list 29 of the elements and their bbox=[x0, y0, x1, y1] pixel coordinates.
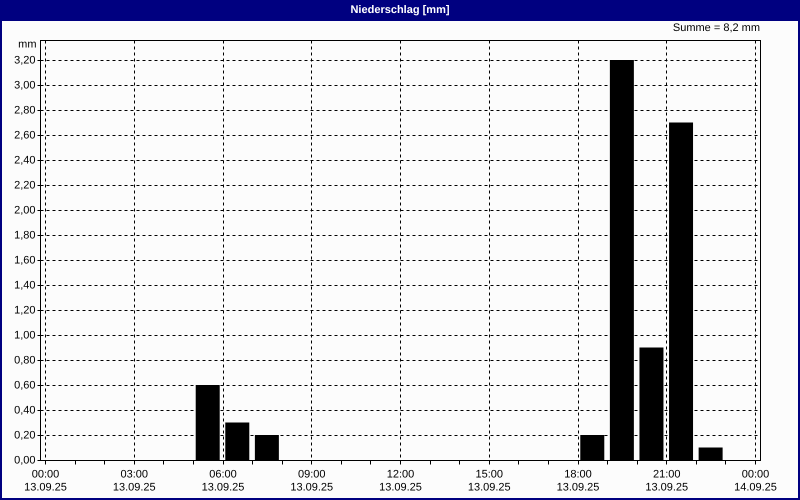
y-tick-label: 1,20 bbox=[14, 304, 36, 316]
x-tick-label: 00:00 13.09.25 bbox=[24, 468, 67, 494]
x-tick-label: 06:00 13.09.25 bbox=[202, 468, 244, 494]
y-tick-label: 1,80 bbox=[14, 230, 36, 242]
x-tick-label: 00:00 14.09.25 bbox=[734, 468, 777, 494]
y-tick-label: 0,40 bbox=[14, 404, 36, 416]
y-tick-label: 1,60 bbox=[14, 254, 36, 266]
x-tick-label: 21:00 13.09.25 bbox=[645, 468, 688, 494]
y-tick-label: 2,80 bbox=[14, 104, 36, 116]
y-tick-label: 3,00 bbox=[14, 80, 36, 92]
y-tick-label: 2,40 bbox=[14, 154, 36, 166]
y-tick-label: 1,40 bbox=[14, 280, 36, 292]
y-tick-label: 0,60 bbox=[14, 380, 36, 392]
y-tick-label: 0,00 bbox=[14, 454, 36, 466]
y-tick-label: 0,80 bbox=[14, 354, 36, 366]
x-tick-label: 18:00 13.09.25 bbox=[556, 468, 600, 494]
y-tick-label: 2,00 bbox=[14, 204, 36, 216]
y-tick-label: 2,60 bbox=[14, 130, 36, 142]
y-tick-label: 1,00 bbox=[14, 330, 36, 342]
y-tick-label: 3,20 bbox=[14, 54, 36, 66]
x-tick-label: 03:00 13.09.25 bbox=[112, 468, 156, 494]
x-tick-label: 09:00 13.09.25 bbox=[290, 468, 334, 494]
x-tick-label: 15:00 13.09.25 bbox=[468, 468, 511, 494]
x-tick-label: 12:00 13.09.25 bbox=[379, 468, 422, 494]
y-axis-title: mm bbox=[18, 38, 36, 50]
text: Summe = 8,2 mm bbox=[672, 22, 760, 34]
y-tick-label: 2,20 bbox=[14, 180, 36, 192]
chart-title: Niederschlag [mm] bbox=[2, 0, 798, 21]
y-tick-label: 0,20 bbox=[14, 430, 36, 442]
